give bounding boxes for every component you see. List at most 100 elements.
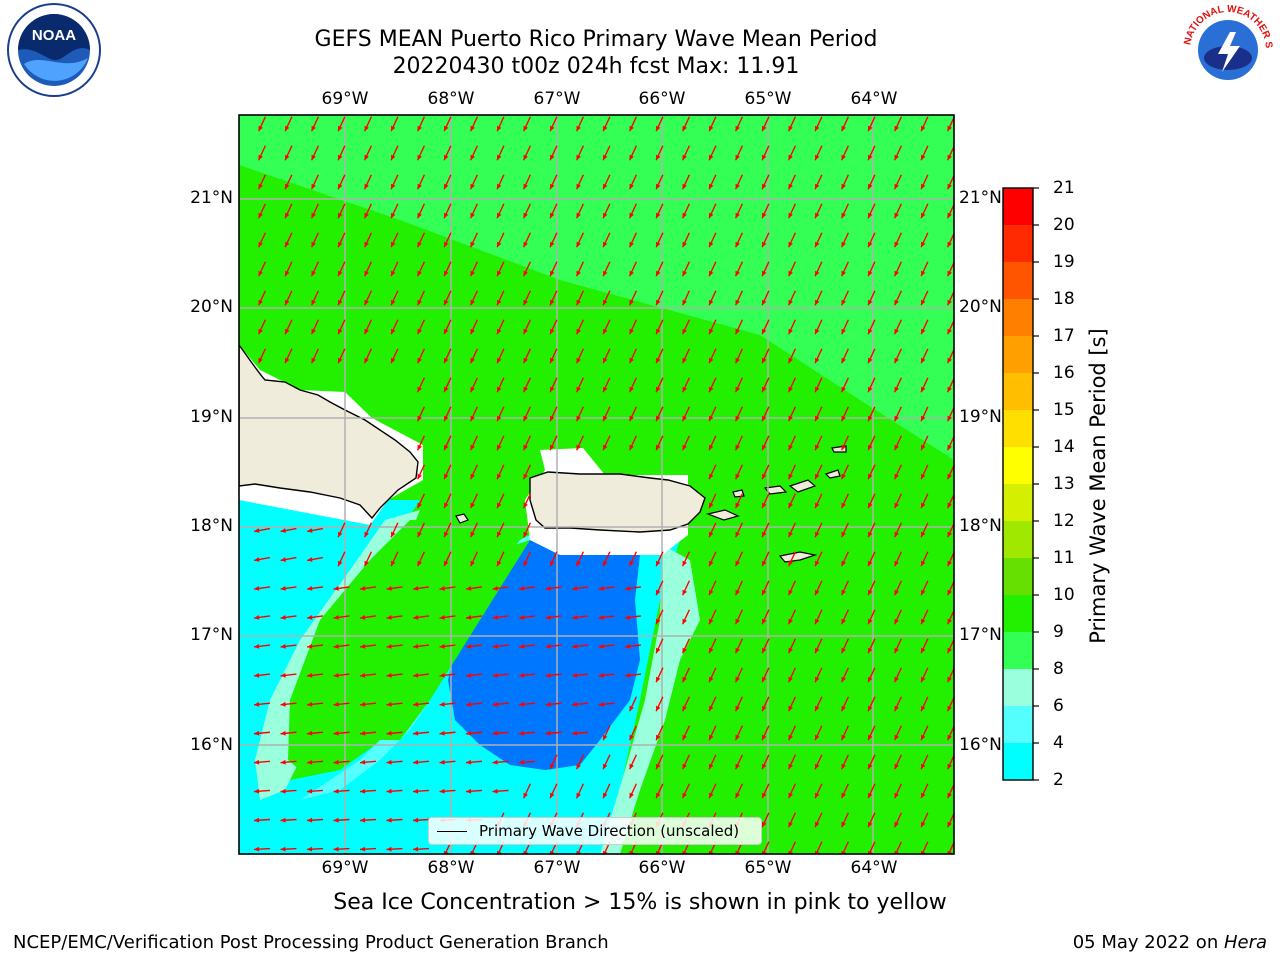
wave-arrow bbox=[708, 609, 717, 625]
wave-arrow bbox=[575, 319, 585, 335]
wave-arrow bbox=[814, 319, 823, 335]
wave-arrow bbox=[761, 638, 770, 654]
wave-arrow bbox=[522, 783, 532, 799]
wave-arrow bbox=[333, 846, 350, 852]
wave-arrow bbox=[549, 377, 558, 393]
wave-arrow bbox=[363, 232, 373, 248]
wave-arrow bbox=[867, 116, 876, 132]
wave-arrow bbox=[412, 788, 430, 794]
wave-arrow bbox=[893, 145, 903, 161]
wave-arrow bbox=[814, 812, 823, 828]
colorbar-segment bbox=[1003, 595, 1033, 633]
wave-arrow bbox=[628, 203, 638, 219]
wave-arrow bbox=[306, 788, 324, 794]
wave-arrow bbox=[920, 319, 929, 335]
wave-arrow bbox=[655, 174, 664, 190]
wave-arrow bbox=[575, 435, 585, 451]
wave-arrow bbox=[549, 754, 558, 770]
wave-arrow bbox=[681, 696, 691, 712]
wave-arrow bbox=[893, 464, 903, 480]
lon-tick-top-65w: 65°W bbox=[744, 89, 792, 109]
wave-arrow bbox=[893, 319, 903, 335]
wave-arrow bbox=[840, 435, 850, 451]
wave-arrow bbox=[257, 290, 267, 306]
wave-arrow bbox=[492, 701, 509, 707]
hispaniola-land bbox=[239, 343, 419, 520]
wave-arrow bbox=[814, 435, 823, 451]
wave-arrow bbox=[359, 615, 377, 620]
wave-arrow bbox=[363, 551, 373, 567]
wave-arrow bbox=[545, 701, 562, 707]
wave-arrow bbox=[840, 116, 850, 132]
wave-arrow bbox=[814, 696, 823, 712]
wave-arrow bbox=[337, 290, 346, 306]
wave-arrow bbox=[386, 788, 403, 794]
lat-tick-right-19n: 19°N bbox=[959, 407, 1002, 427]
st-croix bbox=[778, 551, 818, 563]
wave-arrow bbox=[655, 754, 664, 770]
wave-arrow bbox=[893, 232, 903, 248]
wave-arrow bbox=[363, 522, 373, 538]
wave-arrow bbox=[518, 586, 536, 591]
wave-arrow bbox=[920, 406, 929, 422]
wave-arrow bbox=[522, 145, 532, 161]
wave-arrow bbox=[386, 586, 403, 591]
wave-arrow bbox=[840, 551, 850, 567]
wave-arrow bbox=[337, 116, 346, 132]
wave-arrow bbox=[734, 377, 744, 393]
wave-arrow bbox=[867, 580, 876, 596]
wave-arrow bbox=[761, 464, 770, 480]
wave-arrow bbox=[363, 203, 373, 219]
wave-arrow bbox=[439, 586, 456, 591]
wave-arrow bbox=[306, 527, 324, 533]
wave-arrow bbox=[469, 116, 479, 132]
wave-arrow bbox=[602, 725, 611, 741]
wave-arrow bbox=[628, 696, 638, 712]
wave-arrow bbox=[628, 261, 638, 277]
wave-arrow bbox=[708, 145, 717, 161]
wave-arrow bbox=[655, 667, 664, 683]
wave-arrow bbox=[359, 846, 377, 852]
wave-arrow bbox=[465, 701, 483, 707]
wave-arrow bbox=[787, 377, 797, 393]
wave-arrow bbox=[575, 406, 585, 422]
virgin-gorda bbox=[824, 469, 841, 479]
wave-arrow bbox=[492, 615, 509, 620]
wave-arrow bbox=[390, 290, 399, 306]
wave-arrow bbox=[787, 435, 797, 451]
colorbar-segment bbox=[1003, 743, 1033, 781]
wave-arrow bbox=[390, 348, 399, 364]
wave-arrow bbox=[893, 638, 903, 654]
wave-arrow bbox=[655, 725, 664, 741]
wave-arrow bbox=[708, 754, 717, 770]
wave-arrow bbox=[310, 203, 320, 219]
wave-arrow bbox=[840, 406, 850, 422]
wave-arrow bbox=[708, 667, 717, 683]
map-legend: Primary Wave Direction (unscaled) bbox=[428, 817, 762, 845]
wave-arrow bbox=[787, 783, 797, 799]
colorbar-segment bbox=[1003, 336, 1033, 374]
wave-arrow bbox=[602, 551, 611, 567]
wave-arrow bbox=[443, 435, 452, 451]
legend-label: Primary Wave Direction (unscaled) bbox=[479, 822, 740, 840]
wave-arrow bbox=[840, 261, 850, 277]
wave-arrow bbox=[337, 319, 346, 335]
wave-arrow bbox=[867, 290, 876, 306]
wave-arrow bbox=[628, 348, 638, 364]
wave-arrow bbox=[761, 261, 770, 277]
wave-arrow bbox=[761, 522, 770, 538]
nws-logo: NATIONAL WEATHER SERVICE bbox=[1174, 0, 1278, 98]
colorbar-segment bbox=[1003, 447, 1033, 485]
wave-arrow bbox=[416, 174, 426, 190]
wave-arrow bbox=[253, 643, 271, 649]
wave-arrow bbox=[575, 203, 585, 219]
wave-arrow bbox=[518, 615, 536, 620]
wave-arrow bbox=[814, 174, 823, 190]
wave-arrow bbox=[284, 319, 293, 335]
wave-arrow bbox=[280, 556, 297, 562]
wave-arrow bbox=[840, 493, 850, 509]
wave-arrow bbox=[439, 672, 456, 678]
wave-arrow bbox=[465, 672, 483, 678]
wave-arrow bbox=[602, 435, 611, 451]
wave-arrow bbox=[522, 348, 532, 364]
